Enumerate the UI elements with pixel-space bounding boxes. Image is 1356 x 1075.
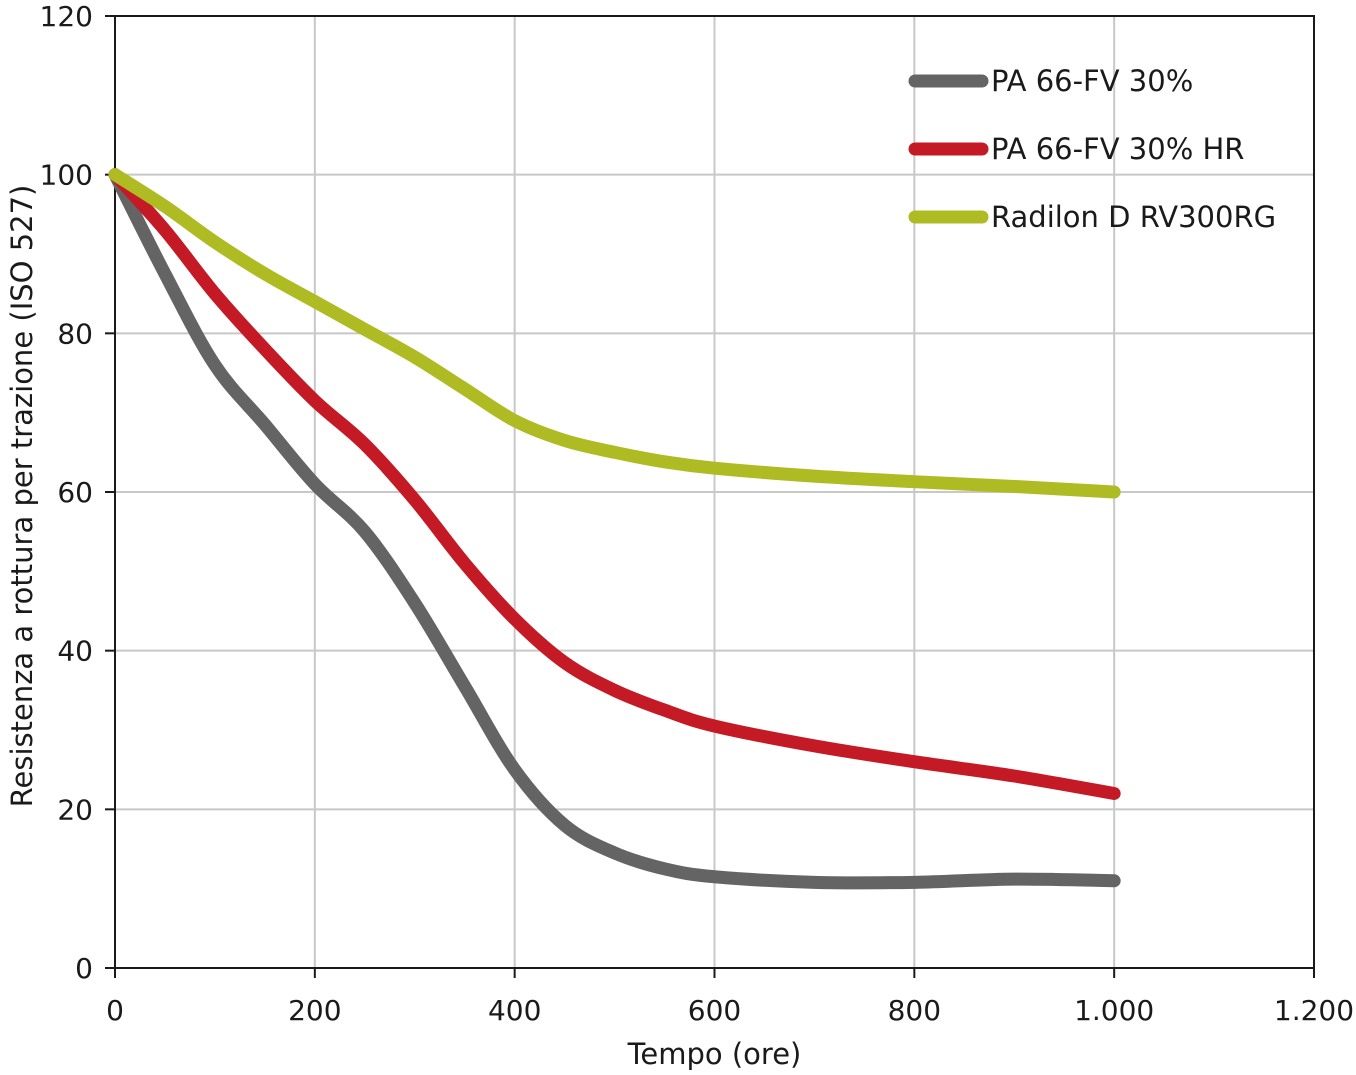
- axes: 0 200 400 600 800 1.000 1.200 0 20 40 60 80 100 120: [40, 0, 1355, 1027]
- x-tick-label: 0: [106, 994, 124, 1027]
- y-tick-label: 20: [57, 793, 93, 826]
- x-axis-title: Tempo (ore): [627, 1037, 802, 1071]
- series-lines: [108, 168, 1121, 890]
- legend-label: PA 66-FV 30%: [991, 64, 1193, 98]
- series-line-pa-66-fv-30-hr: [108, 168, 1121, 800]
- y-tick-label: 100: [40, 159, 93, 192]
- x-tick-label: 1.200: [1274, 994, 1354, 1027]
- legend-item: PA 66-FV 30%: [908, 64, 1193, 98]
- y-tick-label: 80: [57, 317, 93, 350]
- y-tick-label: 40: [57, 635, 93, 668]
- legend-item: PA 66-FV 30% HR: [908, 132, 1244, 166]
- legend-item: Radilon D RV300RG: [908, 200, 1276, 234]
- y-tick-label: 120: [40, 0, 93, 33]
- series-line-radilon-d-rv300rg: [108, 168, 1121, 499]
- y-tick-label: 60: [57, 476, 93, 509]
- y-tick-label: 0: [75, 952, 93, 985]
- x-tick-label: 200: [288, 994, 341, 1027]
- legend-label: PA 66-FV 30% HR: [991, 132, 1244, 166]
- y-axis-title: Resistenza a rottura per trazione (ISO 5…: [5, 185, 39, 808]
- legend: PA 66-FV 30% PA 66-FV 30% HR Radilon D RV3…: [908, 64, 1276, 234]
- x-tick-label: 400: [488, 994, 541, 1027]
- x-tick-label: 600: [688, 994, 741, 1027]
- x-tick-label: 1.000: [1074, 994, 1154, 1027]
- legend-label: Radilon D RV300RG: [991, 200, 1276, 234]
- series-line-pa-66-fv-30: [108, 168, 1121, 890]
- x-tick-label: 800: [888, 994, 941, 1027]
